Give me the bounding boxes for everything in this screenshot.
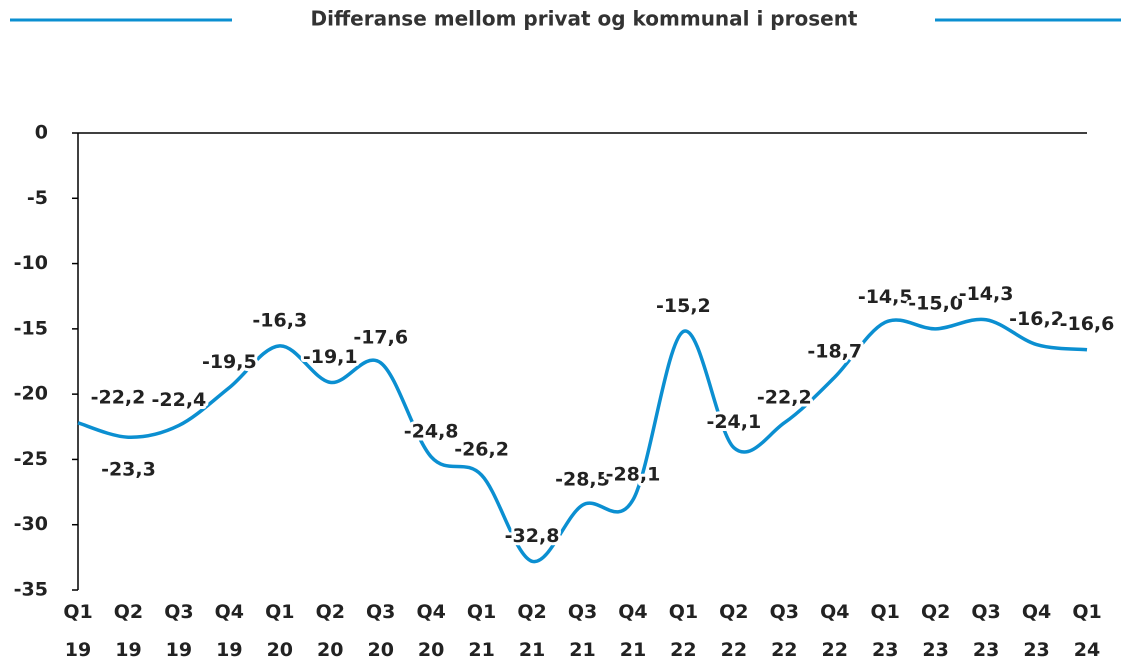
x-tick-label: Q3 20 bbox=[366, 601, 395, 661]
x-tick-label: Q1 24 bbox=[1072, 601, 1101, 661]
y-tick-label: -15 bbox=[14, 317, 48, 339]
data-line bbox=[77, 317, 1088, 564]
data-label: -19,1 bbox=[303, 346, 358, 368]
data-label: -26,2 bbox=[454, 439, 509, 461]
data-label: -22,4 bbox=[152, 389, 207, 411]
y-tick-label: -30 bbox=[14, 513, 48, 535]
x-tick-label: Q4 22 bbox=[820, 601, 849, 661]
x-tick-label: Q3 22 bbox=[770, 601, 799, 661]
data-label: -18,7 bbox=[807, 341, 862, 363]
x-tick-label: Q2 20 bbox=[316, 601, 345, 661]
x-tick-label: Q1 21 bbox=[467, 601, 496, 661]
data-label: -19,5 bbox=[202, 351, 257, 373]
data-label: -16,6 bbox=[1060, 313, 1115, 335]
data-label: -28,1 bbox=[606, 463, 661, 485]
y-tick-label: -25 bbox=[14, 448, 48, 470]
x-tick-label: Q3 21 bbox=[568, 601, 597, 661]
x-tick-label: Q4 23 bbox=[1022, 601, 1051, 661]
x-tick-label: Q4 19 bbox=[215, 601, 244, 661]
data-label: -22,2 bbox=[757, 386, 812, 408]
data-label: -22,2 bbox=[91, 386, 146, 408]
x-tick-label: Q3 23 bbox=[971, 601, 1000, 661]
x-tick-label: Q1 19 bbox=[63, 601, 92, 661]
x-tick-label: Q2 21 bbox=[517, 601, 546, 661]
data-label: -28,5 bbox=[555, 469, 610, 491]
data-label: -16,2 bbox=[1009, 308, 1064, 330]
y-tick-label: -35 bbox=[14, 579, 48, 601]
x-tick-label: Q4 20 bbox=[416, 601, 445, 661]
data-label: -17,6 bbox=[353, 326, 408, 348]
data-label: -23,3 bbox=[101, 459, 156, 481]
x-tick-label: Q1 20 bbox=[265, 601, 294, 661]
data-label: -24,8 bbox=[404, 420, 459, 442]
chart-title: Differanse mellom privat og kommunal i p… bbox=[310, 7, 857, 31]
y-tick-label: -5 bbox=[27, 187, 48, 209]
y-tick-label: 0 bbox=[35, 122, 48, 144]
x-tick-label: Q2 22 bbox=[719, 601, 748, 661]
data-label: -32,8 bbox=[505, 525, 560, 547]
x-tick-label: Q4 21 bbox=[618, 601, 647, 661]
y-tick-label: -10 bbox=[14, 252, 48, 274]
data-label: -24,1 bbox=[706, 411, 761, 433]
x-tick-label: Q3 19 bbox=[164, 601, 193, 661]
x-tick-label: Q2 19 bbox=[114, 601, 143, 661]
data-label: -15,2 bbox=[656, 295, 711, 317]
x-tick-label: Q1 22 bbox=[669, 601, 698, 661]
y-tick-label: -20 bbox=[14, 383, 48, 405]
x-tick-label: Q2 23 bbox=[921, 601, 950, 661]
data-label: -14,3 bbox=[959, 283, 1014, 305]
data-label: -16,3 bbox=[252, 309, 307, 331]
data-label: -14,5 bbox=[858, 286, 913, 308]
x-tick-label: Q1 23 bbox=[871, 601, 900, 661]
data-label: -15,0 bbox=[908, 292, 963, 314]
